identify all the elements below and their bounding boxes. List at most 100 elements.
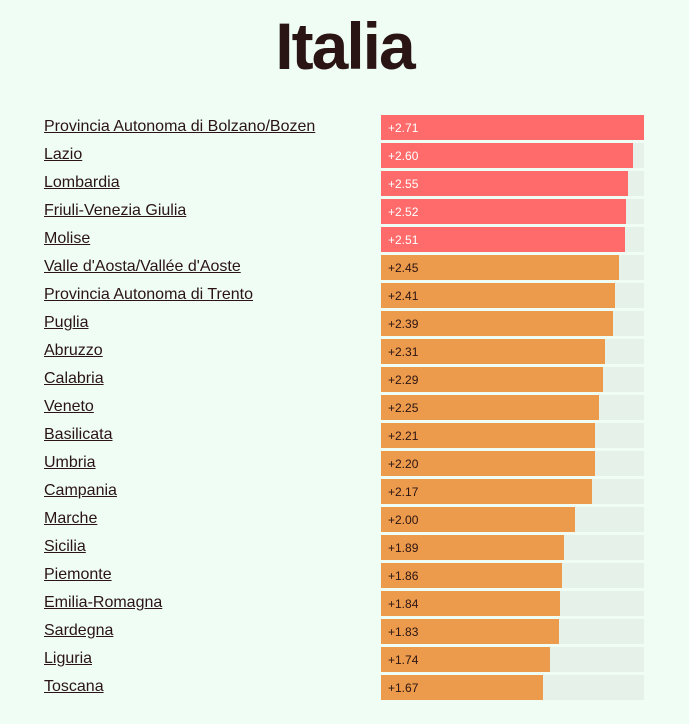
bar-track: +1.74 [381, 647, 644, 672]
bar-track: +2.55 [381, 171, 644, 196]
bar-value-label: +1.74 [388, 653, 419, 667]
chart-row: Emilia-Romagna +1.84 [44, 591, 644, 619]
bar: +1.83 [381, 619, 559, 644]
bar: +2.31 [381, 339, 606, 364]
bar-track: +2.71 [381, 115, 644, 140]
chart-row: Sardegna +1.83 [44, 619, 644, 647]
bar-track: +2.00 [381, 507, 644, 532]
bar-value-label: +2.71 [388, 121, 419, 135]
bar-track: +2.21 [381, 423, 644, 448]
bar-track: +1.84 [381, 591, 644, 616]
bar: +1.89 [381, 535, 565, 560]
bar-track: +2.20 [381, 451, 644, 476]
region-link[interactable]: Piemonte [44, 566, 112, 583]
region-link[interactable]: Marche [44, 510, 98, 527]
region-link[interactable]: Liguria [44, 650, 93, 667]
bar: +1.84 [381, 591, 560, 616]
chart-row: Marche +2.00 [44, 507, 644, 535]
bar: +2.39 [381, 311, 613, 336]
region-link[interactable]: Molise [44, 230, 91, 247]
chart-row: Umbria +2.20 [44, 451, 644, 479]
bar-value-label: +2.52 [388, 205, 419, 219]
region-link[interactable]: Basilicata [44, 426, 113, 443]
bar: +2.20 [381, 451, 595, 476]
region-link[interactable]: Sicilia [44, 538, 86, 555]
bar-chart: Provincia Autonoma di Bolzano/Bozen +2.71… [44, 115, 644, 703]
bar-value-label: +2.45 [388, 261, 419, 275]
bar-track: +2.51 [381, 227, 644, 252]
bar-track: +2.41 [381, 283, 644, 308]
bar-track: +2.25 [381, 395, 644, 420]
bar-value-label: +2.39 [388, 317, 419, 331]
bar: +1.74 [381, 647, 550, 672]
bar-track: +1.89 [381, 535, 644, 560]
bar: +2.71 [381, 115, 644, 140]
bar-track: +2.39 [381, 311, 644, 336]
bar-track: +1.83 [381, 619, 644, 644]
chart-row: Sicilia +1.89 [44, 535, 644, 563]
bar: +1.86 [381, 563, 562, 588]
bar-track: +2.45 [381, 255, 644, 280]
bar-value-label: +1.83 [388, 625, 419, 639]
bar: +2.60 [381, 143, 634, 168]
region-link[interactable]: Lazio [44, 146, 83, 163]
bar: +2.29 [381, 367, 604, 392]
bar-value-label: +1.84 [388, 597, 419, 611]
chart-row: Provincia Autonoma di Bolzano/Bozen +2.71 [44, 115, 644, 143]
bar-value-label: +2.41 [388, 289, 419, 303]
region-link[interactable]: Campania [44, 482, 117, 499]
chart-row: Puglia +2.39 [44, 311, 644, 339]
region-link[interactable]: Provincia Autonoma di Trento [44, 286, 254, 303]
region-link[interactable]: Toscana [44, 678, 104, 695]
bar-value-label: +2.00 [388, 513, 419, 527]
region-link[interactable]: Emilia-Romagna [44, 594, 163, 611]
chart-row: Abruzzo +2.31 [44, 339, 644, 367]
bar-track: +2.60 [381, 143, 644, 168]
region-link[interactable]: Calabria [44, 370, 104, 387]
bar-value-label: +1.86 [388, 569, 419, 583]
region-link[interactable]: Provincia Autonoma di Bolzano/Bozen [44, 118, 316, 135]
chart-row: Toscana +1.67 [44, 675, 644, 703]
bar: +2.55 [381, 171, 629, 196]
bar: +2.45 [381, 255, 619, 280]
bar-track: +1.67 [381, 675, 644, 700]
chart-row: Molise +2.51 [44, 227, 644, 255]
region-link[interactable]: Lombardia [44, 174, 120, 191]
bar-value-label: +2.51 [388, 233, 419, 247]
region-link[interactable]: Abruzzo [44, 342, 103, 359]
bar: +2.51 [381, 227, 625, 252]
bar: +2.41 [381, 283, 615, 308]
bar-value-label: +1.67 [388, 681, 419, 695]
bar: +2.25 [381, 395, 600, 420]
bar-track: +2.17 [381, 479, 644, 504]
bar-value-label: +2.25 [388, 401, 419, 415]
bar-value-label: +2.31 [388, 345, 419, 359]
bar-value-label: +2.29 [388, 373, 419, 387]
bar-value-label: +2.20 [388, 457, 419, 471]
bar-track: +2.31 [381, 339, 644, 364]
bar-value-label: +1.89 [388, 541, 419, 555]
region-link[interactable]: Umbria [44, 454, 96, 471]
region-link[interactable]: Valle d'Aosta/Vallée d'Aoste [44, 258, 241, 275]
bar: +2.21 [381, 423, 596, 448]
bar-value-label: +2.17 [388, 485, 419, 499]
chart-row: Friuli-Venezia Giulia +2.52 [44, 199, 644, 227]
chart-row: Basilicata +2.21 [44, 423, 644, 451]
chart-row: Calabria +2.29 [44, 367, 644, 395]
region-link[interactable]: Puglia [44, 314, 89, 331]
chart-row: Lazio +2.60 [44, 143, 644, 171]
bar: +2.00 [381, 507, 576, 532]
bar: +2.17 [381, 479, 592, 504]
region-link[interactable]: Sardegna [44, 622, 114, 639]
bar: +2.52 [381, 199, 626, 224]
chart-row: Piemonte +1.86 [44, 563, 644, 591]
region-link[interactable]: Friuli-Venezia Giulia [44, 202, 187, 219]
bar-track: +1.86 [381, 563, 644, 588]
bar-track: +2.52 [381, 199, 644, 224]
bar-value-label: +2.60 [388, 149, 419, 163]
bar-track: +2.29 [381, 367, 644, 392]
bar: +1.67 [381, 675, 544, 700]
region-link[interactable]: Veneto [44, 398, 94, 415]
chart-row: Lombardia +2.55 [44, 171, 644, 199]
page-title: Italia [275, 9, 415, 83]
